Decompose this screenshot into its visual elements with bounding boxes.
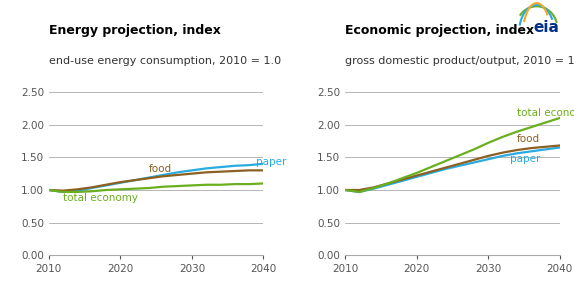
Text: food: food (149, 164, 172, 174)
Text: eia: eia (534, 20, 560, 35)
Text: Economic projection, index: Economic projection, index (345, 24, 534, 37)
Text: total economy: total economy (63, 193, 138, 203)
Text: Energy projection, index: Energy projection, index (49, 24, 220, 37)
Text: paper: paper (256, 157, 286, 167)
Text: end-use energy consumption, 2010 = 1.0: end-use energy consumption, 2010 = 1.0 (49, 56, 281, 66)
Text: gross domestic product/output, 2010 = 1.0: gross domestic product/output, 2010 = 1.… (345, 56, 574, 66)
Text: total economy: total economy (517, 108, 574, 119)
Text: paper: paper (510, 154, 540, 164)
Text: food: food (517, 134, 540, 144)
